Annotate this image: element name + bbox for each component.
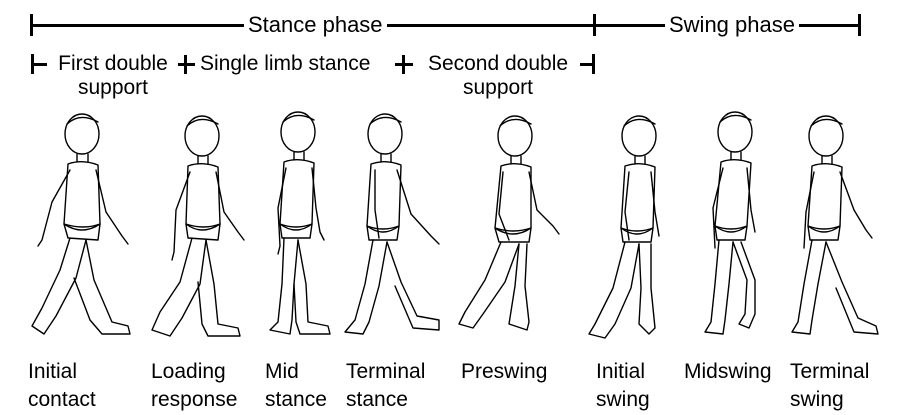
label-midswing-line1: Midswing bbox=[684, 360, 772, 383]
figure-terminal-swing bbox=[791, 115, 879, 335]
label-mid-stance-line2: stance bbox=[265, 388, 327, 411]
second-double-support-line1: Second double bbox=[427, 52, 569, 75]
label-terminal-stance-line2: stance bbox=[346, 388, 408, 411]
figure-initial-swing bbox=[588, 115, 660, 339]
label-initial-swing-line2: swing bbox=[596, 388, 650, 411]
first-double-support-line2: support bbox=[77, 76, 149, 99]
figure-preswing bbox=[458, 115, 560, 331]
label-initial-contact-line2: contact bbox=[28, 388, 96, 411]
first-double-support-label: First double support bbox=[48, 53, 178, 98]
stance-phase-label: Stance phase bbox=[244, 14, 387, 36]
first-double-support-line1: First double bbox=[58, 52, 168, 75]
label-terminal-stance-line1: Terminal bbox=[346, 360, 426, 383]
label-initial-swing-line1: Initial bbox=[596, 360, 646, 383]
label-preswing: Preswing bbox=[461, 358, 547, 386]
figure-initial-contact bbox=[31, 113, 131, 335]
label-terminal-swing-line1: Terminal bbox=[790, 360, 870, 383]
figure-terminal-stance bbox=[344, 113, 440, 335]
label-initial-contact-line1: Initial bbox=[28, 360, 78, 383]
label-preswing-line1: Preswing bbox=[461, 360, 548, 383]
second-double-support-label: Second double support bbox=[416, 53, 580, 98]
figure-mid-stance bbox=[269, 111, 331, 335]
label-mid-stance: Mid stance bbox=[265, 358, 327, 414]
second-double-support-line2: support bbox=[462, 76, 534, 99]
label-midswing: Midswing bbox=[684, 358, 772, 386]
label-terminal-swing-line2: swing bbox=[790, 388, 844, 411]
label-loading-response-line2: response bbox=[151, 388, 238, 411]
label-loading-response: Loading response bbox=[151, 358, 237, 414]
single-limb-stance-label: Single limb stance bbox=[198, 52, 373, 75]
figure-midswing bbox=[704, 111, 756, 335]
label-terminal-stance: Terminal stance bbox=[346, 358, 425, 414]
label-terminal-swing: Terminal swing bbox=[790, 358, 869, 414]
label-mid-stance-line1: Mid bbox=[265, 360, 299, 383]
figure-loading-response bbox=[151, 115, 245, 337]
label-loading-response-line1: Loading bbox=[151, 360, 226, 383]
label-initial-contact: Initial contact bbox=[28, 358, 96, 414]
swing-phase-label: Swing phase bbox=[665, 14, 799, 36]
label-initial-swing: Initial swing bbox=[596, 358, 650, 414]
